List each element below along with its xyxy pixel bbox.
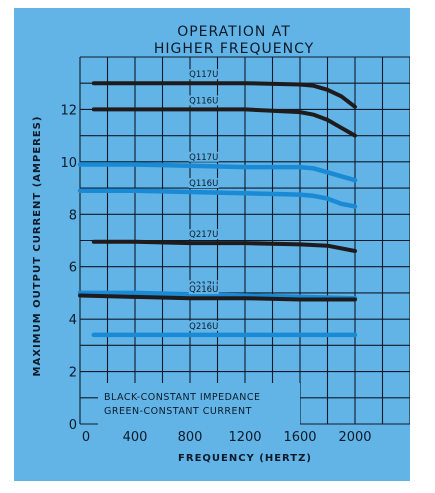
x-tick-label: 400 xyxy=(123,430,148,445)
y-tick-label: 6 xyxy=(69,261,77,276)
legend-note-black: BLACK-CONSTANT IMPEDANCE xyxy=(104,392,261,403)
x-tick-label: 2000 xyxy=(338,430,371,445)
x-axis-ticks: 0 400 800 1200 1600 2000 xyxy=(82,430,372,445)
y-tick-label: 4 xyxy=(69,313,77,328)
series-label-bg xyxy=(188,178,219,189)
series-line xyxy=(91,107,357,138)
series-label-bg xyxy=(188,284,219,295)
y-tick-label: 2 xyxy=(69,366,77,381)
x-tick-label: 1200 xyxy=(228,430,261,445)
series-label: Q217U xyxy=(189,230,218,240)
series-label: Q117U xyxy=(189,70,218,80)
legend-note-box xyxy=(98,383,300,429)
series-label: Q116U xyxy=(189,96,218,106)
series-line xyxy=(77,188,358,209)
x-axis-label: FREQUENCY (HERTZ) xyxy=(178,453,312,464)
series-line xyxy=(77,290,358,301)
series-label-bg xyxy=(188,151,219,162)
series-labels: Q117UQ116UQ117UQ116UQ217UQ217UQ216UQ216U xyxy=(188,69,219,332)
legend-note-green: GREEN-CONSTANT CURRENT xyxy=(104,406,252,417)
series-label-bg xyxy=(188,229,219,240)
chart-title-line-2: HIGHER FREQUENCY xyxy=(154,41,314,57)
series-line xyxy=(77,162,358,183)
x-tick-label: 800 xyxy=(178,430,203,445)
chart-title: OPERATION AT HIGHER FREQUENCY xyxy=(154,24,314,57)
series-label-bg xyxy=(188,95,219,106)
line-chart: OPERATION AT HIGHER FREQUENCY 024681012 … xyxy=(32,24,410,464)
x-tick-label: 0 xyxy=(82,430,90,445)
y-axis-label: MAXIMUM OUTPUT CURRENT (AMPERES) xyxy=(32,116,43,377)
y-tick-label: 0 xyxy=(69,418,77,433)
y-tick-label: 10 xyxy=(60,156,77,171)
chart-panel: OPERATION AT HIGHER FREQUENCY 0 2 4 6 8 10 12 … xyxy=(14,8,410,481)
series-label-bg xyxy=(188,69,219,80)
series-line xyxy=(78,293,357,302)
series-label: Q117U xyxy=(189,153,218,163)
series-line xyxy=(91,81,357,109)
series-label: Q216U xyxy=(189,322,218,332)
series-lines xyxy=(77,81,358,338)
series-label: Q116U xyxy=(189,179,218,189)
series-label-bg xyxy=(188,320,219,331)
chart-title-line-1: OPERATION AT xyxy=(177,24,291,40)
x-tick-label: 1600 xyxy=(283,430,316,445)
y-tick-label: 8 xyxy=(69,208,77,223)
y-tick-label: 12 xyxy=(60,103,77,118)
series-line xyxy=(91,239,357,253)
series-label: Q216U xyxy=(189,285,218,295)
y-axis-ticks: 0 2 4 6 8 10 12 xyxy=(60,103,77,433)
legend-note: BLACK-CONSTANT IMPEDANCE GREEN-CONSTANT … xyxy=(98,383,300,429)
